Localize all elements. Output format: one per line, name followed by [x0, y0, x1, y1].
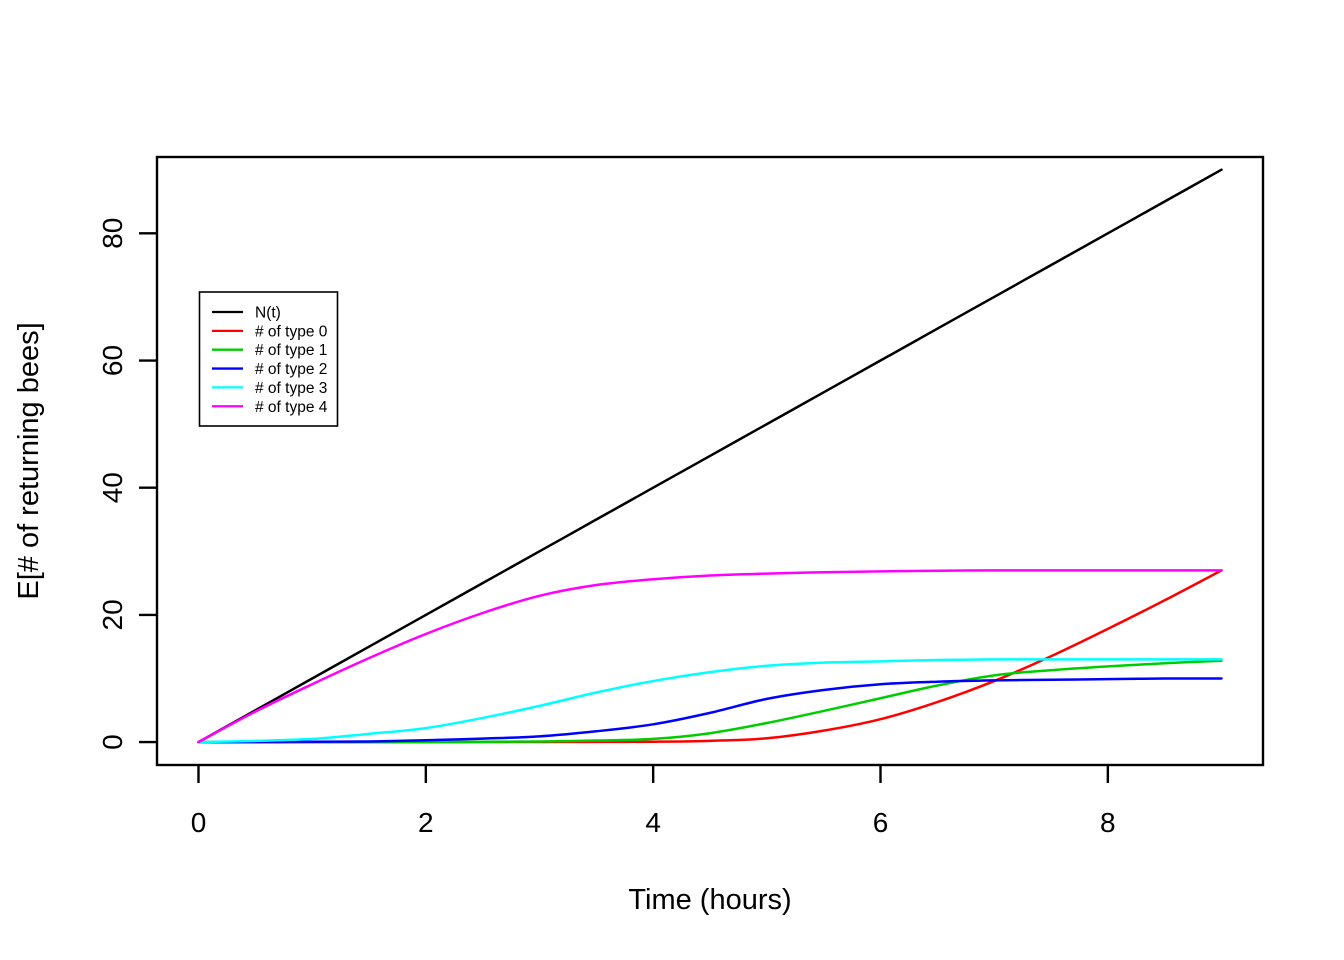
plot-border	[155, 155, 1265, 767]
y-tick-label: 20	[97, 599, 128, 630]
y-axis-title: E[# of returning bees]	[13, 322, 45, 599]
series-line-4	[197, 658, 1223, 744]
x-tick-label: 0	[191, 807, 207, 838]
y-axis: 0 20 40 60 80	[97, 218, 157, 750]
legend-label-0: N(t)	[255, 305, 281, 322]
legend-label-3: # of type 2	[255, 361, 327, 378]
legend-entries: N(t)# of type 0 # of type 1 # of type 2 # o…	[212, 305, 328, 416]
legend-label-2: # of type 1	[255, 342, 327, 359]
x-tick-label: 6	[873, 807, 889, 838]
y-tick-label: 0	[97, 734, 128, 750]
legend-box	[198, 291, 339, 427]
curves-group	[197, 168, 1223, 744]
legend-label-4: # of type 3	[255, 380, 327, 397]
legend-label-1: # of type 0	[255, 323, 328, 340]
legend: N(t)# of type 0 # of type 1 # of type 2 # o…	[198, 291, 339, 427]
legend-label-5: # of type 4	[255, 399, 328, 416]
x-tick-label: 8	[1100, 807, 1116, 838]
y-tick-label: 80	[97, 218, 128, 249]
x-tick-label: 2	[418, 807, 434, 838]
y-tick-label: 60	[97, 345, 128, 376]
x-tick-label: 4	[645, 807, 661, 838]
x-axis: 0 2 4 6 8	[191, 765, 1116, 838]
y-tick-label: 40	[97, 472, 128, 503]
series-line-5	[197, 569, 1223, 744]
series-line-3	[197, 677, 1223, 744]
series-line-0	[197, 168, 1223, 744]
x-axis-title: Time (hours)	[628, 884, 791, 916]
